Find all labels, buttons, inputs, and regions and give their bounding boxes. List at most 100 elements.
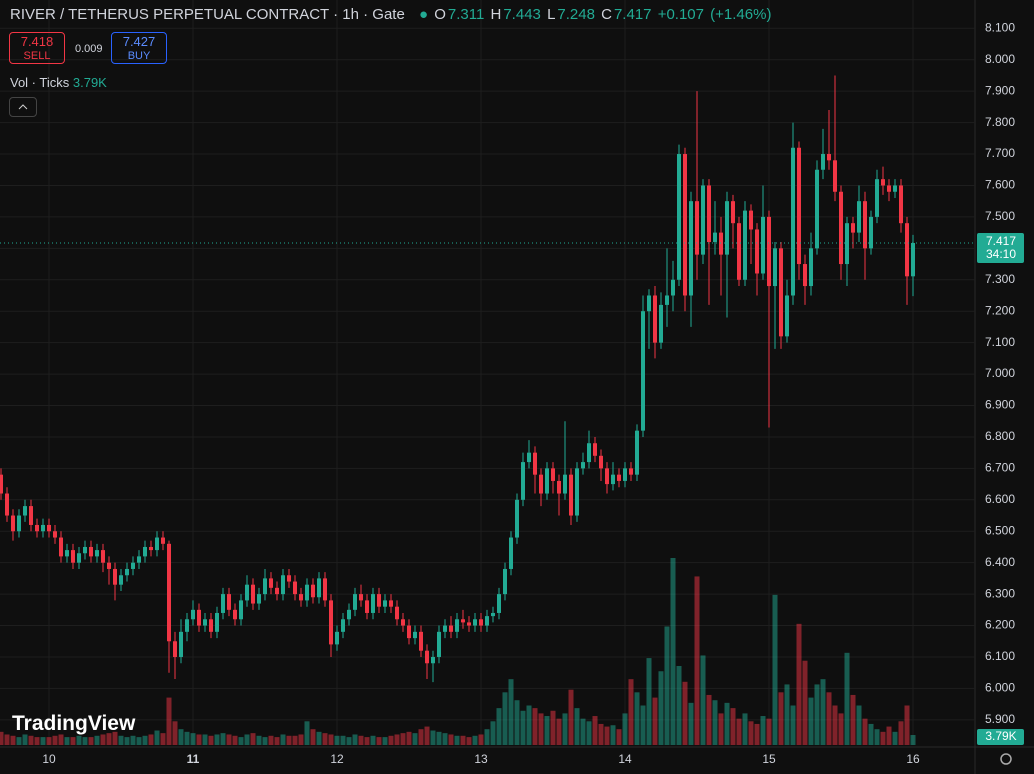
y-tick-label: 5.900 <box>985 712 1015 726</box>
volume-bar <box>232 735 238 745</box>
volume-bar <box>796 623 802 745</box>
volume-bar <box>652 697 658 745</box>
candle-body <box>719 232 723 255</box>
candle-body <box>245 584 249 601</box>
volume-bar <box>82 737 88 745</box>
volume-bar <box>406 731 412 745</box>
candle-body <box>47 524 51 532</box>
volume-bar <box>466 737 472 745</box>
volume-bar <box>574 708 580 745</box>
y-tick-label: 7.900 <box>985 83 1015 97</box>
volume-bar <box>4 734 10 745</box>
volume-bar <box>316 731 322 745</box>
l-value: 7.248 <box>557 6 595 23</box>
volume-bar <box>274 737 280 745</box>
volume-bar <box>730 708 736 745</box>
volume-bar <box>52 735 58 745</box>
volume-bar <box>118 735 124 745</box>
volume-bar <box>910 735 916 745</box>
volume-bar <box>94 735 100 745</box>
candle-body <box>557 480 561 494</box>
candle-body <box>881 179 885 186</box>
candle-body <box>335 631 339 645</box>
volume-bar <box>634 692 640 745</box>
candle-body <box>587 443 591 463</box>
volume-bar <box>898 721 904 745</box>
candle-body <box>29 506 33 525</box>
volume-bar <box>370 735 376 745</box>
volume-bar <box>472 735 478 745</box>
volume-bar <box>694 576 700 745</box>
candle-body <box>473 619 477 626</box>
spread: 0.009 <box>75 43 103 55</box>
x-tick-label: 11 <box>187 752 200 766</box>
candle-body <box>599 455 603 469</box>
candle-body <box>347 609 351 620</box>
candle-body <box>527 452 531 463</box>
candle-body <box>533 452 537 475</box>
volume-bar <box>16 737 22 745</box>
volume-bar <box>400 733 406 745</box>
candle-body <box>515 499 519 538</box>
candle-body <box>503 568 507 595</box>
candle-body <box>689 201 693 296</box>
volume-bar <box>886 726 892 745</box>
candle-body <box>551 468 555 481</box>
volume-bar <box>526 705 532 745</box>
volume-bar <box>334 735 340 745</box>
candle-body <box>215 612 219 632</box>
volume-bar <box>514 700 520 745</box>
volume-bar <box>256 735 262 745</box>
candle-body <box>647 295 651 312</box>
collapse-button[interactable] <box>9 97 37 117</box>
candle-body <box>611 474 615 485</box>
candle-body <box>107 562 111 569</box>
settings-icon[interactable] <box>1000 753 1012 765</box>
candle-body <box>317 578 321 598</box>
volume-bar <box>832 705 838 745</box>
candle-body <box>725 201 729 255</box>
volume-bar <box>340 735 346 745</box>
volume-bar <box>490 721 496 745</box>
volume-bar <box>286 735 292 745</box>
volume-bar <box>412 733 418 745</box>
volume-bar <box>880 731 886 745</box>
x-tick-label: 15 <box>762 752 776 766</box>
volume-bar <box>40 737 46 745</box>
candle-body <box>617 474 621 481</box>
volume-bar <box>172 721 178 745</box>
volume-bar <box>592 716 598 745</box>
candle-body <box>485 616 489 626</box>
candle-body <box>767 216 771 287</box>
candle-body <box>803 264 807 287</box>
volume-bar <box>862 718 868 745</box>
volume-bar <box>802 660 808 745</box>
volume-bar <box>136 737 142 745</box>
sell-button[interactable]: 7.418 SELL <box>9 32 65 64</box>
candle-body <box>161 537 165 544</box>
candle-body <box>413 631 417 639</box>
y-tick-label: 6.800 <box>985 429 1015 443</box>
buy-button[interactable]: 7.427 BUY <box>111 32 167 64</box>
candle-body <box>323 578 327 601</box>
y-tick-label: 6.000 <box>985 681 1015 695</box>
candle-body <box>137 556 141 563</box>
h-label: H <box>490 6 502 23</box>
volume-bar <box>496 708 502 745</box>
candle-body <box>83 546 87 554</box>
candle-body <box>353 594 357 610</box>
volume-bar <box>190 733 196 745</box>
candle-body <box>437 631 441 657</box>
candle-body <box>95 550 99 557</box>
volume-bar <box>322 733 328 745</box>
candle-body <box>467 622 471 626</box>
volume-bar <box>856 705 862 745</box>
volume-bar <box>532 708 538 745</box>
volume-bar <box>844 652 850 745</box>
volume-bar <box>646 658 652 745</box>
volume-bar <box>748 721 754 745</box>
candle-body <box>833 160 837 192</box>
c-label: C <box>601 6 612 23</box>
candle-body <box>59 537 63 557</box>
candle-body <box>677 154 681 280</box>
